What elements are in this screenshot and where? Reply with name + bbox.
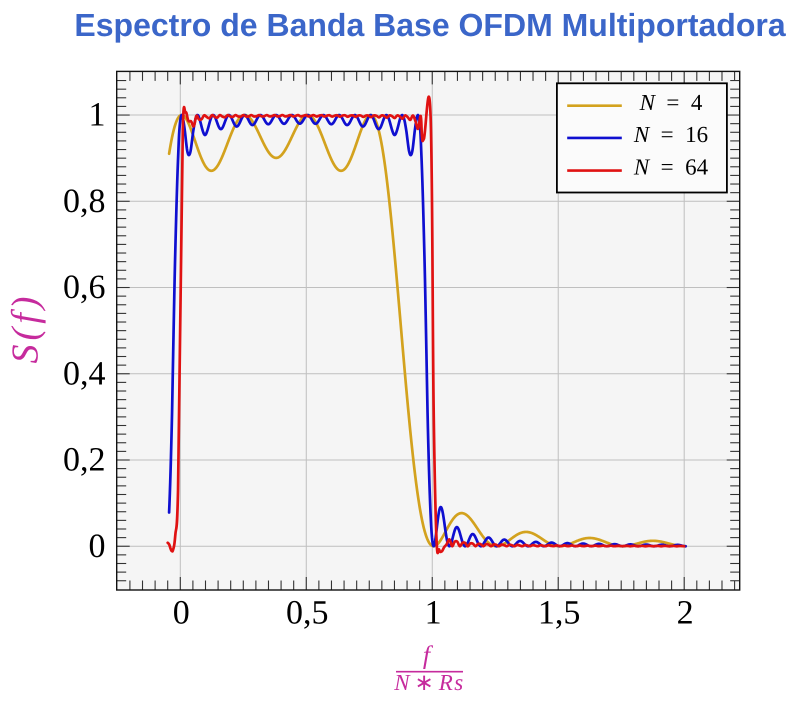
svg-text:N = 16: N = 16 <box>633 122 708 147</box>
svg-text:N ∗ Rs: N ∗ Rs <box>393 670 464 695</box>
svg-text:1,5: 1,5 <box>538 595 581 632</box>
svg-text:N = 64: N = 64 <box>633 155 709 180</box>
svg-text:f: f <box>423 641 434 670</box>
svg-text:S(f): S(f) <box>5 293 47 364</box>
svg-text:0: 0 <box>89 528 106 565</box>
svg-text:Espectro de Banda Base OFDM Mu: Espectro de Banda Base OFDM Multiportado… <box>74 7 785 43</box>
svg-text:N = 4: N = 4 <box>639 90 703 115</box>
svg-text:1: 1 <box>425 595 442 632</box>
svg-text:0,8: 0,8 <box>63 183 106 220</box>
svg-text:0,5: 0,5 <box>286 595 329 632</box>
svg-text:1: 1 <box>89 97 106 134</box>
svg-text:2: 2 <box>677 595 694 632</box>
svg-text:0,2: 0,2 <box>63 442 106 479</box>
svg-text:0,4: 0,4 <box>63 356 106 393</box>
svg-text:0,6: 0,6 <box>63 269 106 306</box>
svg-text:0: 0 <box>173 595 190 632</box>
